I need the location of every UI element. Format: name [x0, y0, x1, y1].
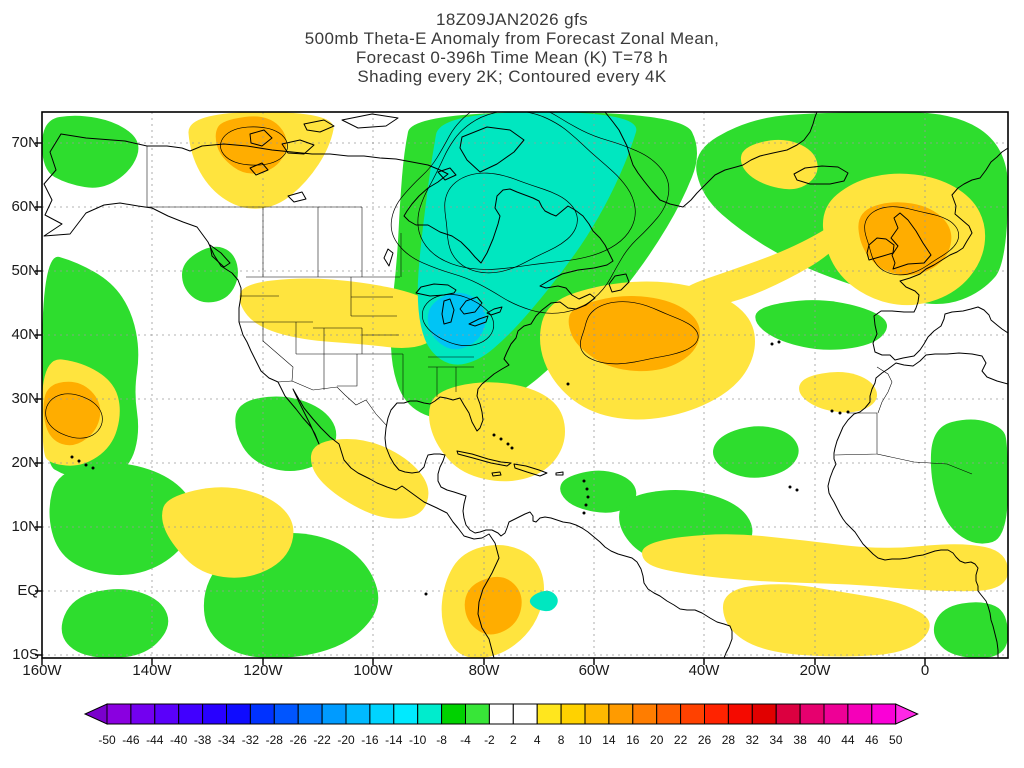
- colorbar-label: 34: [770, 733, 784, 747]
- colorbar-label: 14: [602, 733, 616, 747]
- lat-tick-label: 10N: [11, 518, 39, 535]
- colorbar-label: -32: [242, 733, 260, 747]
- title-line-datetime: 18Z09JAN2026 gfs: [436, 10, 588, 29]
- colorbar-label: -2: [484, 733, 495, 747]
- lon-tick-label: 160W: [22, 662, 62, 679]
- coastlines: [43, 112, 1008, 658]
- colorbar-label: -46: [122, 733, 140, 747]
- lat-tick-label: 50N: [11, 262, 39, 279]
- colorbar-label: 46: [865, 733, 879, 747]
- colorbar-label: -34: [218, 733, 236, 747]
- colorbar-label: 50: [889, 733, 903, 747]
- colorbar-label: -22: [313, 733, 331, 747]
- colorbar-label: 26: [698, 733, 712, 747]
- colorbar-label: 16: [626, 733, 640, 747]
- colorbar-label: 2: [510, 733, 517, 747]
- colorbar-label: 38: [793, 733, 807, 747]
- gridlines: [42, 112, 1008, 658]
- lon-tick-label: 140W: [132, 662, 172, 679]
- axis-ticks: [35, 142, 926, 665]
- lat-tick-label: 30N: [11, 390, 39, 407]
- colorbar-label: -14: [385, 733, 403, 747]
- colorbar-label: -50: [98, 733, 116, 747]
- shading-layer: [42, 112, 1008, 658]
- map-frame: [35, 111, 1009, 665]
- lat-tick-label: 40N: [11, 326, 39, 343]
- colorbar-label: 44: [841, 733, 855, 747]
- colorbar-label: -44: [146, 733, 164, 747]
- colorbar-label: -8: [436, 733, 447, 747]
- colorbar-label: -28: [266, 733, 284, 747]
- contour-lines: [45, 112, 959, 439]
- lon-tick-label: 20W: [799, 662, 831, 679]
- colorbar-label: -16: [361, 733, 379, 747]
- colorbar-label: -20: [337, 733, 355, 747]
- lat-tick-label: EQ: [17, 582, 39, 599]
- lon-tick-label: 0: [920, 662, 930, 679]
- lon-tick-label: 40W: [688, 662, 720, 679]
- anomaly-map: [35, 111, 1009, 665]
- colorbar-label: 40: [817, 733, 831, 747]
- colorbar-label: 8: [558, 733, 565, 747]
- lon-tick-label: 100W: [353, 662, 393, 679]
- colorbar: -50 -46 -44 -40 -38 -34 -32 -28 -26 -22 -20 -16 -14-…: [83, 703, 919, 747]
- colorbar-label: -40: [170, 733, 188, 747]
- chart-title: 18Z09JAN2026 gfs 500mb Theta-E Anomaly f…: [0, 10, 1024, 86]
- colorbar-label: 32: [746, 733, 760, 747]
- title-line-shading: Shading every 2K; Contoured every 4K: [357, 67, 667, 86]
- colorbar-label: -38: [194, 733, 212, 747]
- title-line-variable: 500mb Theta-E Anomaly from Forecast Zona…: [304, 29, 720, 48]
- lat-tick-label: 70N: [11, 134, 39, 151]
- colorbar-label: 4: [534, 733, 541, 747]
- lon-tick-label: 120W: [243, 662, 283, 679]
- title-line-forecast: Forecast 0-396h Time Mean (K) T=78 h: [355, 48, 669, 67]
- colorbar-label: 22: [674, 733, 688, 747]
- colorbar-label: -10: [409, 733, 427, 747]
- lat-tick-label: 10S: [12, 646, 39, 663]
- lat-tick-label: 20N: [11, 454, 39, 471]
- colorbar-label: -26: [290, 733, 308, 747]
- colorbar-label: 10: [578, 733, 592, 747]
- lon-tick-label: 80W: [468, 662, 500, 679]
- colorbar-label: 28: [722, 733, 736, 747]
- political-borders: [146, 146, 973, 475]
- colorbar-label: -4: [460, 733, 471, 747]
- plot-frame: [41, 111, 1009, 659]
- lat-tick-label: 60N: [11, 198, 39, 215]
- colorbar-label: 20: [650, 733, 664, 747]
- lon-tick-label: 60W: [578, 662, 610, 679]
